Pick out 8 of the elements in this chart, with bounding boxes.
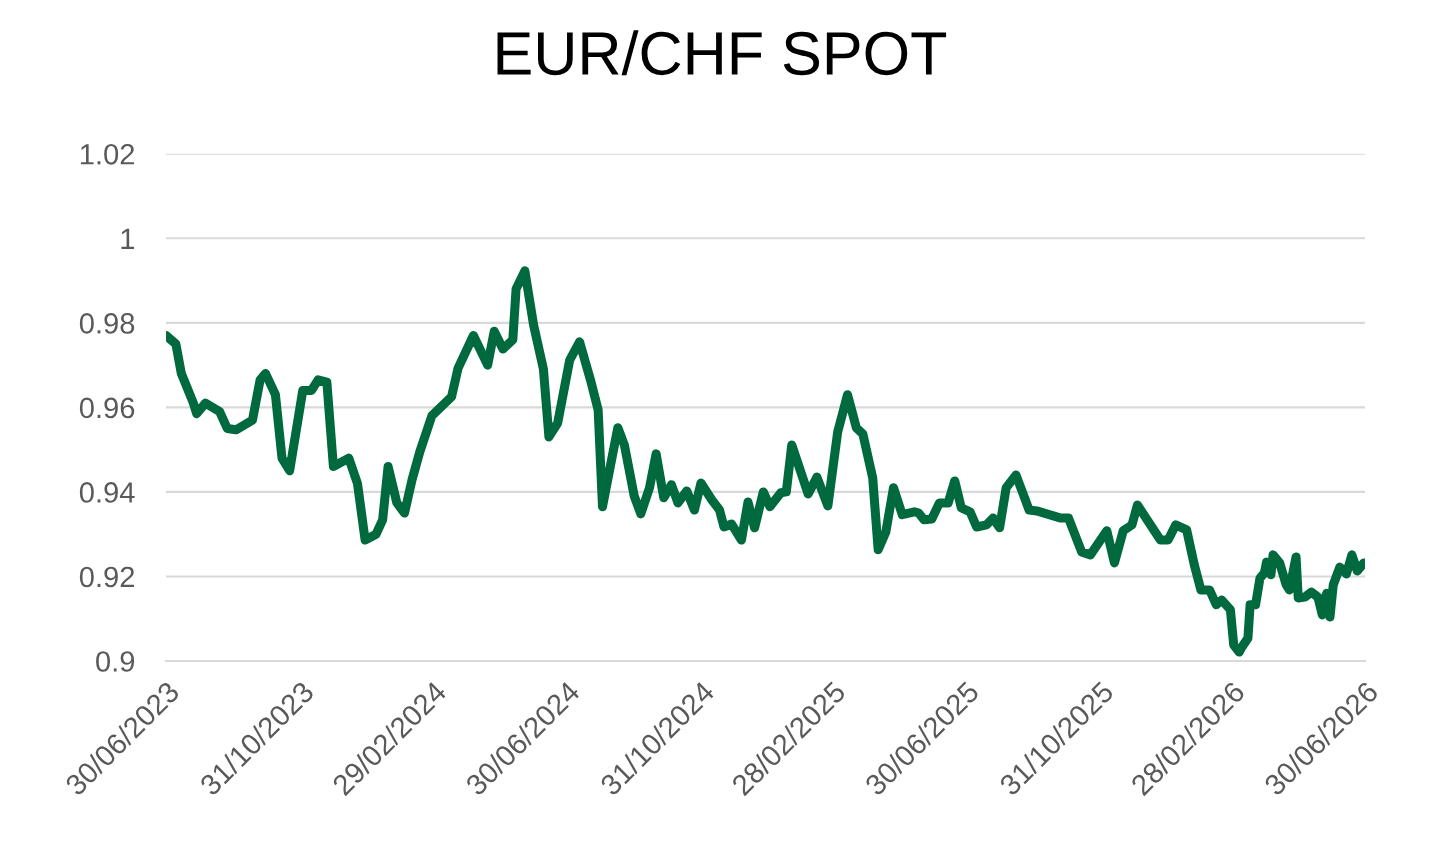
- y-tick-label: 0.92: [79, 566, 135, 588]
- y-tick-label: 0.9: [96, 651, 135, 672]
- chart-title: EUR/CHF SPOT: [497, 30, 947, 76]
- y-tick-label: 0.96: [79, 397, 135, 419]
- y-tick-label: 0.98: [79, 313, 135, 334]
- y-tick-label: 0.94: [79, 482, 135, 503]
- y-tick-label: 1: [121, 228, 135, 249]
- y-tick-label: 1.02: [80, 143, 135, 165]
